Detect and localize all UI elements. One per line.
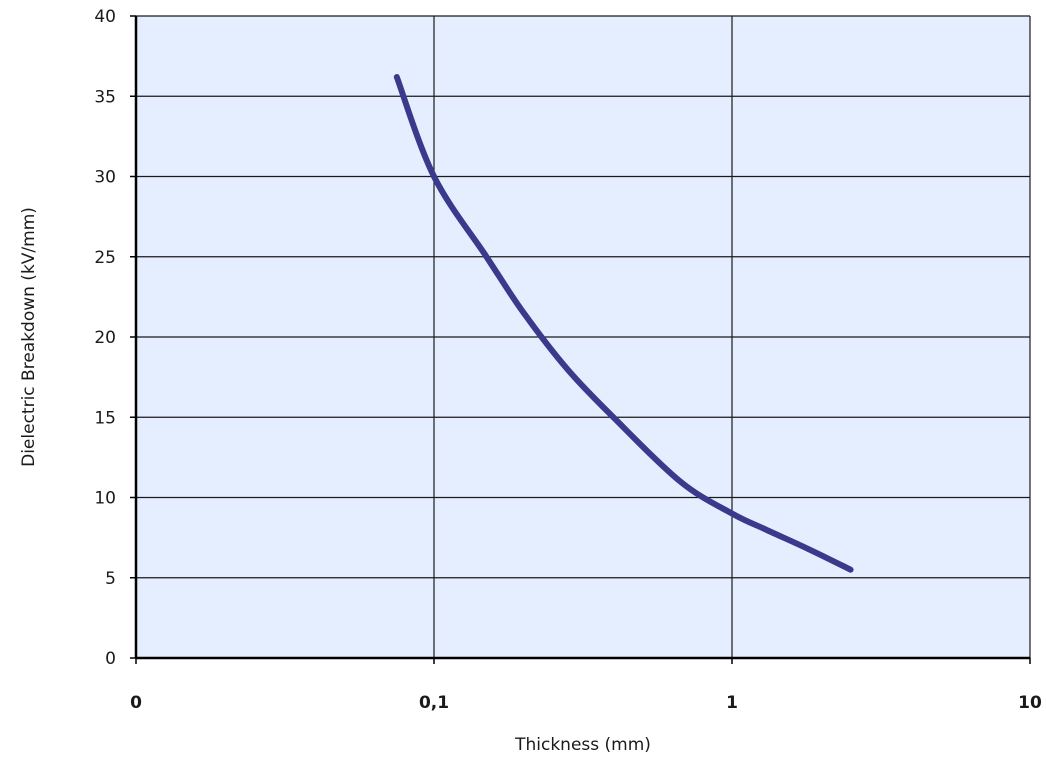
y-tick-label: 40	[94, 7, 116, 27]
x-tick-label: 1	[726, 693, 738, 713]
y-axis-title: Dielectric Breakdown (kV/mm)	[19, 207, 39, 467]
y-tick-label: 35	[94, 87, 116, 107]
y-tick-label: 0	[105, 649, 116, 669]
y-tick-label: 10	[94, 489, 116, 509]
data-series	[393, 74, 854, 573]
x-tick-label: 0,1	[419, 693, 449, 713]
x-tick-label: 0	[130, 693, 142, 713]
grid-lines	[136, 15, 1031, 658]
axes	[130, 15, 1031, 664]
x-tick-label: 10	[1018, 693, 1042, 713]
x-axis-title: Thickness (mm)	[514, 735, 651, 755]
y-tick-label: 5	[105, 569, 116, 589]
y-tick-label: 20	[94, 328, 116, 348]
y-tick-label: 25	[94, 248, 116, 268]
x-tick-labels: 0 0,1 1 10	[130, 693, 1042, 713]
series-line	[393, 74, 854, 573]
y-tick-label: 30	[94, 168, 116, 188]
y-tick-labels: 0 5 10 15 20 25 30 35 40	[94, 7, 116, 669]
y-tick-label: 15	[94, 408, 116, 428]
